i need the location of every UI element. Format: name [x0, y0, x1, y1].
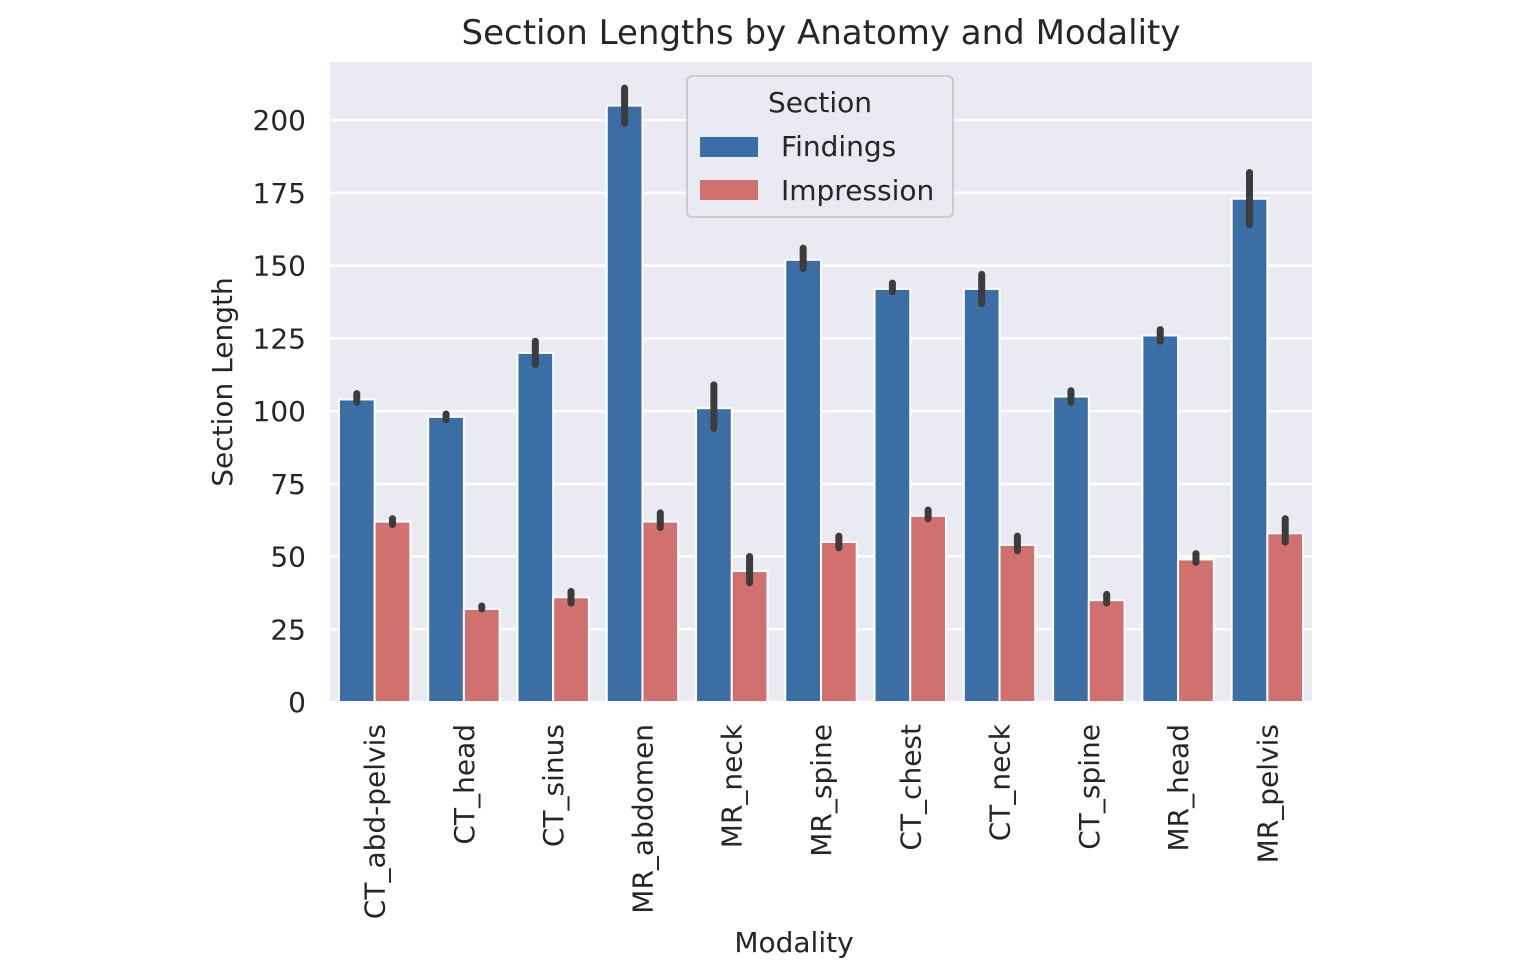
y-tick-label: 175: [253, 177, 306, 210]
y-tick-label: 125: [253, 322, 306, 355]
chart-title: Section Lengths by Anatomy and Modality: [462, 13, 1181, 53]
bar-impression: [1266, 532, 1305, 703]
bar-findings: [337, 398, 376, 703]
bar-findings: [873, 287, 912, 703]
x-axis-label: Modality: [734, 926, 853, 959]
bar-findings: [1230, 197, 1269, 704]
y-tick-label: 50: [270, 541, 306, 574]
y-tick-label: 100: [253, 395, 306, 428]
legend-label-impression: Impression: [781, 174, 934, 207]
y-tick-label: 75: [270, 468, 306, 501]
bar-impression: [1087, 599, 1126, 704]
legend-swatch-findings: [700, 137, 758, 157]
y-tick-label: 150: [253, 250, 306, 283]
x-tick-label: CT_head: [448, 724, 481, 845]
x-tick-label: CT_sinus: [537, 724, 570, 847]
bar-findings: [516, 351, 555, 703]
x-axis-ticks: CT_abd-pelvis CT_head CT_sinus MR_abdomen MR…: [359, 723, 1285, 919]
y-tick-label: 200: [253, 104, 306, 137]
bar-findings: [962, 287, 1001, 703]
x-tick-label: MR_head: [1162, 724, 1195, 852]
bar-findings: [784, 258, 822, 703]
legend-swatch-impression: [700, 180, 758, 200]
bars: [337, 104, 1305, 704]
bar-impression: [552, 596, 590, 703]
bar-findings: [427, 415, 465, 703]
bar-impression: [730, 570, 769, 703]
y-tick-label: 25: [270, 613, 306, 646]
bar-findings: [695, 407, 733, 703]
x-tick-label: CT_neck: [984, 723, 1017, 841]
bar-impression: [820, 541, 858, 703]
bar-impression: [998, 543, 1037, 704]
x-tick-label: CT_abd-pelvis: [359, 724, 392, 919]
legend: Section Findings Impression: [686, 75, 954, 218]
bar-findings: [605, 104, 644, 704]
x-tick-label: MR_abdomen: [626, 724, 659, 914]
bar-impression: [462, 607, 501, 704]
y-axis-label: Section Length: [206, 277, 239, 487]
legend-title: Section: [768, 86, 872, 119]
x-tick-label: CT_spine: [1073, 724, 1106, 850]
bar-impression: [1177, 558, 1215, 703]
legend-label-findings: Findings: [781, 130, 896, 163]
y-tick-label: 0: [288, 686, 306, 719]
x-tick-label: MR_spine: [805, 724, 838, 857]
bar-impression: [641, 520, 680, 703]
bar-impression: [373, 520, 412, 703]
x-tick-label: CT_chest: [894, 724, 927, 851]
bar-findings: [1052, 395, 1090, 703]
x-tick-label: MR_neck: [716, 723, 749, 848]
error-bars: [353, 84, 1289, 613]
bar-findings: [1141, 334, 1180, 703]
bar-impression: [909, 514, 947, 703]
x-tick-label: MR_pelvis: [1251, 724, 1284, 863]
y-axis-ticks: 0 25 50 75 100 125 150 175 200: [253, 104, 306, 719]
